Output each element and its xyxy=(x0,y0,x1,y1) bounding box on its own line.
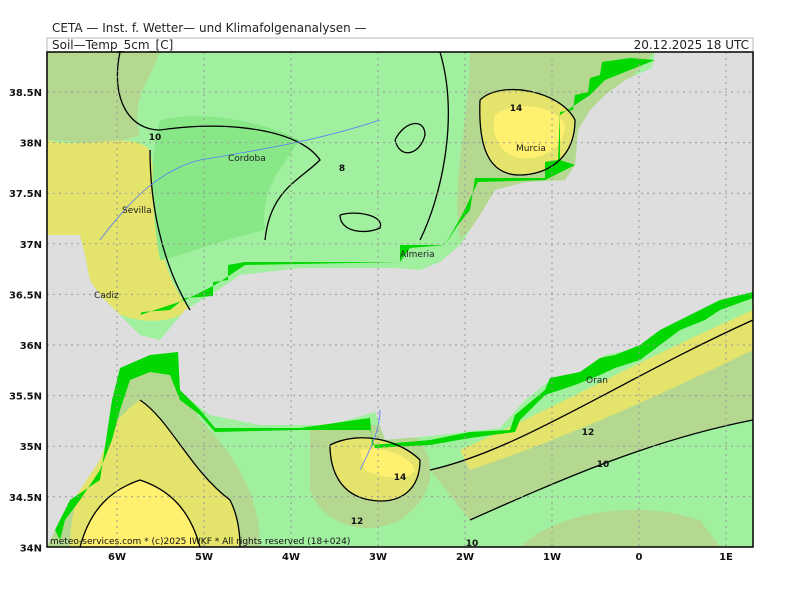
lat-label: 38N xyxy=(20,139,42,150)
lon-label: 4W xyxy=(282,552,300,563)
isotherms xyxy=(79,52,753,547)
city-label: Sevilla xyxy=(122,206,152,216)
contour-label: 10 xyxy=(466,539,479,549)
city-label: Cadiz xyxy=(94,291,119,301)
city-label: Cordoba xyxy=(228,154,266,164)
rivers xyxy=(99,119,381,471)
lat-label: 36.5N xyxy=(9,290,42,301)
lon-label: 6W xyxy=(108,552,126,563)
parameter-label: Soil—Temp_5cm_[C] xyxy=(52,38,173,52)
contour-label: 12 xyxy=(351,517,364,527)
contour-label: 14 xyxy=(394,473,407,483)
lon-label: 1W xyxy=(543,552,561,563)
contour-label: 10 xyxy=(597,460,610,470)
contour-label: 10 xyxy=(149,133,162,143)
lon-label: 1E xyxy=(719,552,733,563)
contour-label: 12 xyxy=(582,428,595,438)
map-area xyxy=(47,52,753,547)
lat-label: 38.5N xyxy=(9,88,42,99)
labels: 38.5N 38N 37.5N 37N 36.5N 36N 35.5N 35N 34.5N 34N… xyxy=(9,88,733,563)
contour-label: 14 xyxy=(510,104,523,114)
header-title: CETA — Inst. f. Wetter— und Klimafolgena… xyxy=(52,21,367,35)
lat-label: 34.5N xyxy=(9,493,42,504)
lat-label: 35N xyxy=(20,442,42,453)
lat-label: 34N xyxy=(20,543,42,554)
graticule xyxy=(47,52,753,547)
contour-label: 8 xyxy=(339,164,345,174)
lon-label: 0 xyxy=(636,552,643,563)
valid-time: 20.12.2025 18 UTC xyxy=(634,38,749,52)
city-label: Murcia xyxy=(516,144,546,154)
map-frame xyxy=(46,51,754,548)
footer: meteo-services.com * (c)2025 IWKF * All … xyxy=(50,537,350,547)
lat-label: 36N xyxy=(20,341,42,352)
lon-label: 2W xyxy=(456,552,474,563)
city-label: Oran xyxy=(586,376,608,386)
lat-label: 35.5N xyxy=(9,392,42,403)
lat-label: 37.5N xyxy=(9,189,42,200)
lat-label: 37N xyxy=(20,240,42,251)
lon-label: 3W xyxy=(369,552,387,563)
lon-label: 5W xyxy=(195,552,213,563)
city-label: Almeria xyxy=(400,250,435,260)
